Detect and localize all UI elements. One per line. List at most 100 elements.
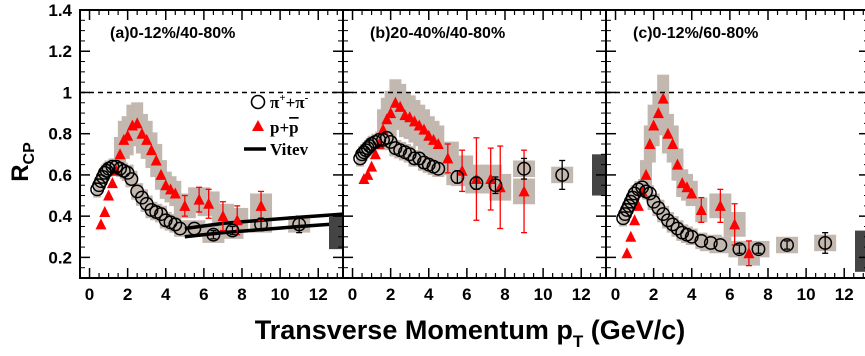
panel-1: 0 2 4 6 8 10 12 (b)20-40%/40-80%	[342, 9, 607, 304]
pion-point	[684, 229, 699, 244]
y-tick-label: 0.4	[48, 207, 72, 226]
pion-point	[469, 176, 484, 191]
pion-point	[818, 236, 833, 250]
pion-point	[694, 233, 709, 248]
x-tick-label: 12	[572, 285, 591, 304]
pion-point	[124, 172, 139, 186]
legend-pion-sup1: +	[279, 92, 285, 104]
pion-point	[732, 242, 747, 257]
legend-pion-sup2: -	[305, 92, 309, 104]
proton-point	[150, 154, 162, 166]
proton-point	[695, 203, 707, 215]
proton-point	[381, 113, 393, 125]
proton-point	[114, 148, 126, 160]
x-tick-label: 0	[85, 285, 94, 304]
proton-point	[145, 144, 157, 156]
x-tick-label: 0	[348, 285, 357, 304]
x-tick-label: 6	[725, 285, 734, 304]
pion-point	[713, 238, 728, 252]
proton-point	[714, 199, 726, 211]
proton-point	[418, 123, 430, 135]
proton-point	[621, 247, 633, 259]
y-axis-label: RCP	[7, 142, 38, 182]
proton-point	[662, 127, 674, 139]
pion-point	[450, 170, 465, 184]
proton-point	[141, 133, 153, 145]
panel-label: (c)0-12%/60-80%	[633, 25, 758, 42]
proton-point	[369, 148, 381, 160]
proton-point	[432, 138, 444, 149]
panel-plot-area	[606, 74, 865, 272]
y-tick-label: 1.4	[48, 1, 72, 20]
y-tick-label: 1.2	[48, 42, 72, 61]
proton-point	[231, 214, 243, 226]
x-axis-label-unit: (GeV/c)	[583, 315, 685, 345]
y-tick-label: 0.2	[48, 248, 72, 267]
proton-point	[99, 206, 111, 218]
y-axis-label-main: R	[7, 164, 34, 181]
x-tick-label: 8	[763, 285, 772, 304]
proton-point	[625, 230, 637, 242]
proton-point	[456, 164, 468, 176]
legend-pion-mid: +π	[286, 93, 306, 112]
proton-point	[648, 119, 660, 131]
pion-point	[407, 151, 422, 166]
x-axis-label-sub: T	[573, 332, 584, 351]
proton-point	[644, 138, 656, 149]
panel-label: (a)0-12%/40-80%	[110, 25, 235, 42]
pion-point	[187, 221, 202, 236]
proton-point	[629, 214, 641, 226]
legend-theory-label: Vitev	[270, 140, 309, 159]
normalization-box	[855, 230, 865, 272]
proton-point	[131, 117, 143, 129]
proton-point	[686, 187, 698, 199]
panel-label: (b)20-40%/40-80%	[370, 25, 505, 42]
proton-point	[632, 199, 644, 211]
proton-point	[394, 100, 406, 112]
x-tick-label: 10	[534, 285, 553, 304]
x-axis-label-main: Transverse Momentum p	[255, 315, 573, 345]
x-tick-label: 10	[797, 285, 816, 304]
pion-point	[780, 238, 795, 252]
pion-point	[665, 217, 680, 232]
y-tick-label: 0.6	[48, 166, 72, 185]
legend-proton-pbar: p	[289, 118, 298, 137]
y-axis-ticks: 0.2 0.4 0.6 0.8 1 1.2 1.4	[48, 1, 72, 267]
pion-point	[642, 186, 657, 201]
proton-point	[743, 247, 755, 259]
y-axis-label-sub: CP	[21, 142, 38, 165]
x-tick-label: 2	[649, 285, 658, 304]
pion-point	[670, 221, 685, 236]
proton-point	[203, 197, 215, 209]
proton-point	[640, 168, 652, 180]
pion-point	[517, 161, 532, 176]
pion-point	[488, 178, 503, 193]
proton-point	[179, 199, 191, 211]
proton-point	[518, 185, 530, 197]
y-tick-label: 0.8	[48, 125, 72, 144]
x-tick-label: 8	[500, 285, 509, 304]
proton-point	[255, 199, 267, 211]
pion-point	[555, 167, 570, 182]
proton-point	[667, 138, 679, 149]
pion-point	[173, 221, 188, 236]
x-tick-label: 4	[687, 285, 697, 304]
proton-point	[155, 168, 167, 180]
proton-point	[122, 129, 134, 141]
legend: π++π- p+p Vitev	[244, 92, 309, 159]
panels-layer: 0 2 4 6 8 10 12 (a)0-12%/40-80% 0 2 4 6 8 10 12 (b)20-4…	[79, 9, 865, 304]
proton-point	[494, 181, 506, 193]
pion-sys-box	[125, 170, 138, 188]
x-axis-label: Transverse Momentum pT (GeV/c)	[255, 315, 686, 351]
proton-point	[729, 218, 741, 230]
x-tick-label: 2	[386, 285, 395, 304]
x-tick-label: 8	[237, 285, 246, 304]
proton-point	[366, 160, 378, 172]
proton-point	[442, 152, 454, 164]
x-tick-label: 12	[835, 285, 854, 304]
pion-point	[703, 236, 718, 250]
x-tick-label: 6	[462, 285, 471, 304]
proton-point	[485, 173, 497, 185]
proton-point	[193, 193, 205, 205]
